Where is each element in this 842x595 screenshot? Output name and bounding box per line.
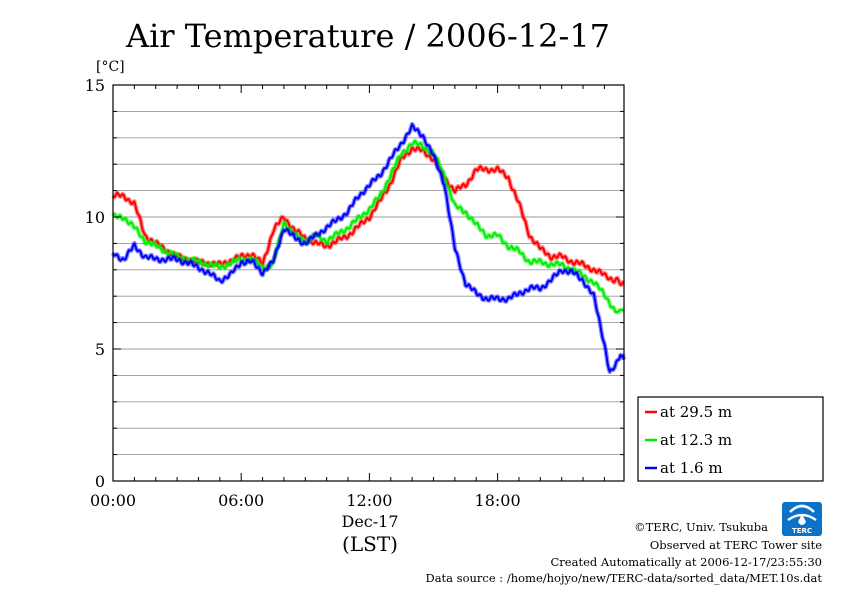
legend-label: at 12.3 m: [660, 431, 732, 449]
y-tick-label: 0: [95, 472, 105, 491]
x-tick-label: 06:00: [218, 491, 264, 510]
grid-lines: [113, 110, 624, 456]
copyright-text: ©TERC, Univ. Tsukuba: [634, 520, 768, 534]
x-tick-label: 18:00: [475, 491, 521, 510]
y-axis: 0 5 10 15: [85, 76, 624, 491]
x-axis-date-label: Dec-17: [341, 512, 398, 531]
site-text: Observed at TERC Tower site: [650, 538, 822, 552]
x-axis: 00:00 06:00 12:00 18:00: [90, 85, 605, 510]
plot-frame: [112, 84, 625, 482]
chart-title: Air Temperature / 2006-12-17: [125, 17, 610, 55]
source-text: Data source : /home/hojyo/new/TERC-data/…: [425, 571, 822, 585]
y-tick-label: 15: [85, 76, 105, 95]
logo-text: TERC: [792, 527, 812, 535]
logo-drop-icon: [798, 514, 806, 525]
series-line-halo: [110, 121, 627, 375]
terc-logo: TERC: [782, 502, 822, 536]
x-tick-label: 00:00: [90, 491, 136, 510]
x-axis-label: (LST): [342, 532, 398, 556]
created-text: Created Automatically at 2006-12-17/23:5…: [551, 555, 823, 569]
series-line: [112, 123, 625, 373]
legend-label: at 1.6 m: [660, 459, 723, 477]
plot-series: [110, 121, 627, 375]
x-tick-label: 12:00: [346, 491, 392, 510]
legend-box: [637, 396, 824, 482]
y-tick-label: 10: [85, 208, 105, 227]
legend: at 29.5 m at 12.3 m at 1.6 m: [637, 396, 824, 482]
legend-label: at 29.5 m: [660, 403, 732, 421]
y-axis-unit: [°C]: [96, 59, 125, 75]
y-tick-label: 5: [95, 340, 105, 359]
series-line: [112, 139, 625, 314]
